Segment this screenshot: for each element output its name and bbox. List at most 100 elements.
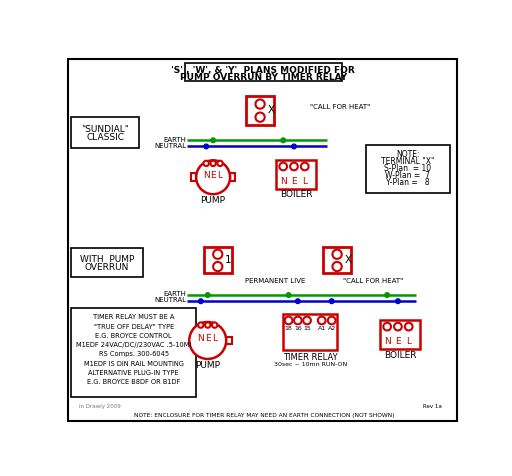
- Circle shape: [205, 293, 210, 298]
- Text: EARTH: EARTH: [163, 291, 186, 298]
- Circle shape: [405, 323, 413, 330]
- Circle shape: [204, 144, 208, 149]
- Text: TIMER RELAY MUST BE A: TIMER RELAY MUST BE A: [93, 314, 175, 320]
- Bar: [323, 247, 351, 274]
- Circle shape: [280, 163, 287, 170]
- Circle shape: [213, 262, 222, 271]
- Text: "SUNDIAL": "SUNDIAL": [81, 125, 129, 134]
- Text: 16: 16: [294, 327, 302, 331]
- Text: N: N: [384, 337, 391, 346]
- Text: E: E: [395, 337, 401, 346]
- Text: NOTE:: NOTE:: [396, 150, 420, 159]
- Text: 30sec ~ 10mn RUN-ON: 30sec ~ 10mn RUN-ON: [273, 362, 347, 367]
- Circle shape: [332, 262, 342, 271]
- Text: 'S' , 'W', & 'Y'  PLANS MODIFIED FOR: 'S' , 'W', & 'Y' PLANS MODIFIED FOR: [172, 66, 355, 75]
- Text: X: X: [267, 105, 274, 115]
- Circle shape: [286, 293, 291, 298]
- Circle shape: [198, 322, 203, 328]
- Text: E: E: [291, 177, 297, 186]
- Circle shape: [281, 138, 286, 143]
- Text: ALTERNATIVE PLUG-IN TYPE: ALTERNATIVE PLUG-IN TYPE: [89, 370, 179, 376]
- Bar: [380, 320, 420, 349]
- Circle shape: [292, 144, 296, 149]
- Circle shape: [285, 317, 292, 324]
- Text: S-Plan  = 10: S-Plan = 10: [385, 164, 432, 173]
- Text: M1EDF 24VAC/DC//230VAC .5-10MI: M1EDF 24VAC/DC//230VAC .5-10MI: [76, 342, 191, 348]
- Circle shape: [211, 138, 216, 143]
- Text: PERMANENT LIVE: PERMANENT LIVE: [245, 278, 305, 284]
- Circle shape: [210, 161, 216, 166]
- Text: N: N: [203, 171, 209, 180]
- Text: 15: 15: [303, 327, 311, 331]
- Text: BOILER: BOILER: [384, 351, 416, 359]
- Text: 18: 18: [285, 327, 292, 331]
- Text: PUMP: PUMP: [195, 361, 220, 370]
- Circle shape: [332, 249, 342, 259]
- Text: CLASSIC: CLASSIC: [87, 133, 124, 142]
- Circle shape: [328, 317, 335, 324]
- Circle shape: [189, 322, 226, 359]
- Circle shape: [196, 160, 230, 194]
- Text: TIMER RELAY: TIMER RELAY: [283, 353, 337, 362]
- Circle shape: [295, 299, 300, 304]
- Text: PUMP: PUMP: [201, 196, 226, 205]
- Bar: [72, 117, 139, 148]
- Text: E: E: [210, 171, 216, 180]
- Text: N: N: [280, 177, 287, 186]
- Circle shape: [199, 299, 203, 304]
- Bar: [226, 337, 231, 344]
- Text: E.G. BROYCE B8DF OR B1DF: E.G. BROYCE B8DF OR B1DF: [87, 379, 180, 385]
- Text: X: X: [344, 256, 351, 266]
- Circle shape: [394, 323, 402, 330]
- Text: A1: A1: [317, 327, 326, 331]
- Bar: [366, 145, 450, 193]
- Text: OVERRUN: OVERRUN: [84, 263, 129, 272]
- Text: in Drawly 2009: in Drawly 2009: [79, 404, 121, 409]
- Bar: [72, 308, 196, 397]
- Text: Rev 1a: Rev 1a: [423, 404, 442, 409]
- Text: "CALL FOR HEAT": "CALL FOR HEAT": [310, 104, 370, 110]
- Text: TERMINAL "X": TERMINAL "X": [381, 158, 435, 166]
- Circle shape: [318, 317, 326, 324]
- Circle shape: [290, 163, 298, 170]
- Text: RS Comps. 300-6045: RS Comps. 300-6045: [99, 351, 169, 357]
- Circle shape: [383, 323, 391, 330]
- Text: M1EDF IS DIN RAIL MOUNTING: M1EDF IS DIN RAIL MOUNTING: [84, 361, 184, 367]
- Bar: [230, 173, 236, 181]
- Circle shape: [255, 112, 265, 122]
- Text: 1: 1: [225, 256, 232, 266]
- Text: W-Plan =  7: W-Plan = 7: [386, 171, 431, 180]
- Circle shape: [213, 249, 222, 259]
- Circle shape: [294, 317, 302, 324]
- Text: N: N: [198, 335, 204, 344]
- Bar: [191, 173, 196, 181]
- Bar: [204, 247, 231, 274]
- Text: E: E: [205, 335, 210, 344]
- Text: E.G. BROYCE CONTROL: E.G. BROYCE CONTROL: [96, 333, 172, 339]
- Text: A2: A2: [328, 327, 336, 331]
- Text: "CALL FOR HEAT": "CALL FOR HEAT": [343, 278, 403, 284]
- Text: L: L: [302, 177, 307, 186]
- Text: L: L: [406, 337, 411, 346]
- Text: "TRUE OFF DELAY" TYPE: "TRUE OFF DELAY" TYPE: [94, 324, 174, 329]
- Text: EARTH: EARTH: [163, 137, 186, 142]
- Bar: [276, 159, 316, 189]
- Bar: [246, 96, 274, 125]
- Text: L: L: [212, 335, 217, 344]
- Circle shape: [396, 299, 400, 304]
- Circle shape: [203, 161, 209, 166]
- Text: BOILER: BOILER: [280, 190, 312, 199]
- Circle shape: [303, 317, 311, 324]
- Circle shape: [218, 161, 223, 166]
- Text: L: L: [218, 171, 223, 180]
- Circle shape: [255, 99, 265, 109]
- Circle shape: [301, 163, 309, 170]
- Bar: [72, 248, 143, 278]
- Circle shape: [329, 299, 334, 304]
- Text: NEUTRAL: NEUTRAL: [154, 143, 186, 149]
- Text: Y-Plan =   8: Y-Plan = 8: [386, 178, 430, 187]
- Circle shape: [385, 293, 390, 298]
- Text: PUMP OVERRUN BY TIMER RELAY: PUMP OVERRUN BY TIMER RELAY: [180, 73, 347, 82]
- Circle shape: [205, 322, 210, 328]
- Circle shape: [212, 322, 218, 328]
